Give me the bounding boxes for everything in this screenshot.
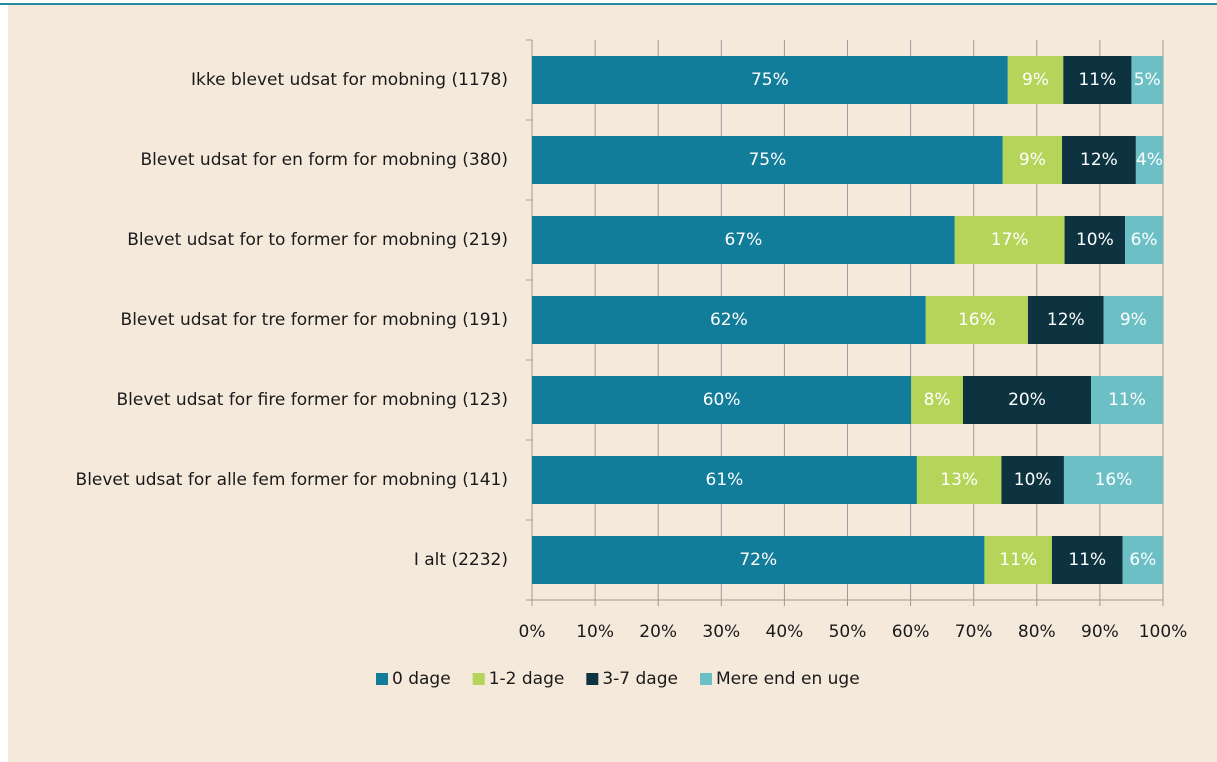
bar-segment — [1001, 456, 1064, 504]
data-label: 75% — [751, 70, 789, 90]
bar-segment — [532, 376, 912, 424]
data-label: 11% — [999, 550, 1037, 570]
data-label: 17% — [991, 230, 1029, 250]
legend-label: 1-2 dage — [489, 669, 565, 689]
bar-segment — [916, 456, 1002, 504]
x-tick-label: 20% — [639, 622, 677, 642]
x-tick-label: 40% — [766, 622, 804, 642]
data-label: 11% — [1068, 550, 1106, 570]
bar-segment — [1027, 296, 1104, 344]
legend-label: 0 dage — [392, 669, 451, 689]
data-label: 9% — [1120, 310, 1147, 330]
data-label: 16% — [958, 310, 996, 330]
bar-segment — [1122, 536, 1163, 584]
legend-label: Mere end en uge — [716, 669, 860, 689]
bar-segment — [532, 216, 955, 264]
bar-segment — [911, 376, 963, 424]
bar-segment — [925, 296, 1028, 344]
top-rule — [0, 3, 1217, 5]
data-label: 16% — [1095, 470, 1133, 490]
data-label: 75% — [748, 150, 786, 170]
bar-segment — [1062, 136, 1136, 184]
data-label: 6% — [1129, 550, 1156, 570]
data-label: 67% — [724, 230, 762, 250]
bar-segment — [1002, 136, 1063, 184]
bar-segment — [984, 536, 1052, 584]
bar-segment — [1091, 376, 1163, 424]
bar-segment — [1064, 216, 1126, 264]
y-tick-label: Blevet udsat for tre former for mobning … — [121, 310, 508, 330]
data-label: 11% — [1108, 390, 1146, 410]
y-tick-label: Blevet udsat for en form for mobning (38… — [140, 150, 508, 170]
legend-swatch — [472, 673, 485, 685]
bar-segment — [1131, 56, 1163, 104]
x-tick-label: 70% — [955, 622, 993, 642]
data-label: 60% — [703, 390, 741, 410]
x-tick-label: 0% — [519, 622, 546, 642]
bar-segment — [532, 56, 1008, 104]
legend-swatch — [699, 673, 712, 685]
y-tick-label: Blevet udsat for to former for mobning (… — [127, 230, 508, 250]
bar-segment — [1063, 56, 1132, 104]
bar-segment — [954, 216, 1065, 264]
data-label: 6% — [1131, 230, 1158, 250]
data-label: 9% — [1019, 150, 1046, 170]
x-tick-label: 60% — [892, 622, 930, 642]
data-label: 4% — [1136, 150, 1163, 170]
bar-segment — [1007, 56, 1064, 104]
legend-label: 3-7 dage — [602, 669, 678, 689]
x-tick-label: 80% — [1018, 622, 1056, 642]
data-label: 62% — [710, 310, 748, 330]
bar-segment — [1125, 216, 1163, 264]
bar-segment — [1063, 456, 1163, 504]
bar-segment — [532, 296, 926, 344]
bar-segment — [1135, 136, 1163, 184]
y-tick-label: Blevet udsat for fire former for mobning… — [116, 390, 508, 410]
data-label: 10% — [1014, 470, 1052, 490]
bar-segment — [1051, 536, 1123, 584]
bar-segment — [532, 136, 1003, 184]
legend-swatch — [586, 673, 599, 685]
data-label: 12% — [1047, 310, 1085, 330]
data-label: 13% — [940, 470, 978, 490]
y-tick-label: Blevet udsat for alle fem former for mob… — [76, 470, 508, 490]
data-label: 9% — [1022, 70, 1049, 90]
data-label: 5% — [1134, 70, 1161, 90]
data-label: 12% — [1080, 150, 1118, 170]
x-tick-label: 100% — [1139, 622, 1188, 642]
data-label: 11% — [1078, 70, 1116, 90]
y-tick-label: I alt (2232) — [414, 550, 508, 570]
data-label: 8% — [924, 390, 951, 410]
legend-swatch — [376, 673, 388, 685]
x-tick-label: 50% — [829, 622, 867, 642]
bar-segment — [962, 376, 1092, 424]
x-tick-label: 10% — [576, 622, 614, 642]
x-tick-label: 30% — [702, 622, 740, 642]
x-tick-label: 90% — [1081, 622, 1119, 642]
data-label: 20% — [1008, 390, 1046, 410]
bar-segment — [532, 536, 985, 584]
data-label: 72% — [739, 550, 777, 570]
data-label: 10% — [1076, 230, 1114, 250]
bar-segment — [532, 456, 917, 504]
data-label: 61% — [706, 470, 744, 490]
bar-segment — [1103, 296, 1163, 344]
y-tick-label: Ikke blevet udsat for mobning (1178) — [191, 70, 508, 90]
